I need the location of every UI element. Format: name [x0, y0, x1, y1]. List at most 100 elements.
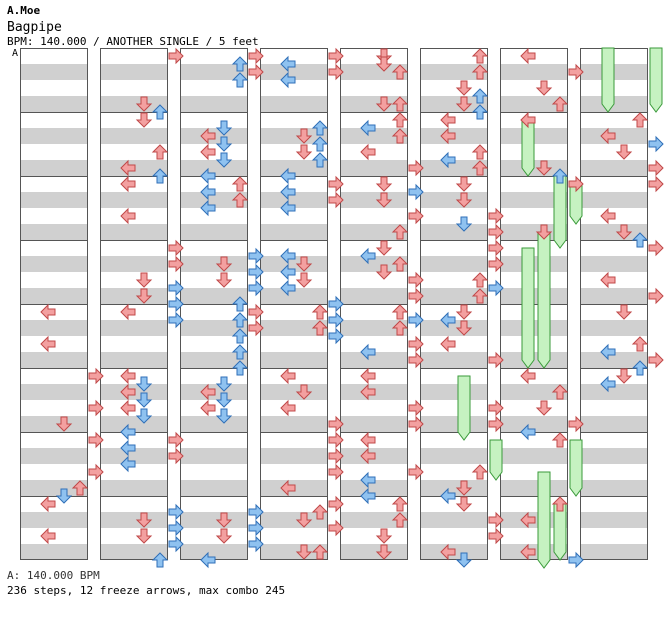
up-arrow [151, 104, 169, 120]
freeze-arrow [649, 47, 663, 113]
left-arrow [280, 55, 296, 73]
left-arrow [40, 303, 56, 321]
right-arrow [648, 175, 664, 193]
beat-stripe [340, 224, 408, 240]
left-arrow [200, 383, 216, 401]
down-arrow [375, 96, 393, 112]
beat-stripe [100, 64, 168, 80]
left-arrow [280, 183, 296, 201]
chart-column [20, 48, 88, 560]
right-arrow [328, 63, 344, 81]
left-arrow [280, 263, 296, 281]
beat-stripe [580, 192, 648, 208]
up-arrow [631, 336, 649, 352]
down-arrow [455, 192, 473, 208]
left-arrow [40, 527, 56, 545]
beat-stripe [20, 512, 88, 528]
right-arrow [408, 351, 424, 369]
beat-stripe [420, 352, 488, 368]
down-arrow [455, 176, 473, 192]
down-arrow [295, 384, 313, 400]
up-arrow [471, 104, 489, 120]
down-arrow [455, 320, 473, 336]
right-arrow [488, 279, 504, 297]
right-arrow [648, 159, 664, 177]
down-arrow [215, 408, 233, 424]
beat-stripe [180, 288, 248, 304]
beat-stripe [260, 320, 328, 336]
left-arrow [200, 183, 216, 201]
left-arrow [200, 551, 216, 569]
right-arrow [488, 223, 504, 241]
right-arrow [168, 447, 184, 465]
beat-stripe [100, 544, 168, 560]
right-arrow [408, 335, 424, 353]
up-arrow [231, 72, 249, 88]
right-arrow [408, 271, 424, 289]
beat-stripe [20, 256, 88, 272]
beat-stripe [20, 352, 88, 368]
down-arrow [535, 224, 553, 240]
up-arrow [311, 120, 329, 136]
right-arrow [408, 399, 424, 417]
left-arrow [120, 439, 136, 457]
up-arrow [551, 496, 569, 512]
right-arrow [88, 463, 104, 481]
right-arrow [568, 551, 584, 569]
song-artist: A.Moe [7, 4, 41, 17]
right-arrow [328, 463, 344, 481]
beat-stripe [100, 288, 168, 304]
up-arrow [231, 56, 249, 72]
up-arrow [151, 144, 169, 160]
left-arrow [600, 375, 616, 393]
up-arrow [471, 160, 489, 176]
right-arrow [328, 415, 344, 433]
right-arrow [328, 431, 344, 449]
down-arrow [135, 408, 153, 424]
beat-stripe [20, 128, 88, 144]
left-arrow [360, 119, 376, 137]
up-arrow [311, 320, 329, 336]
beat-stripe [500, 480, 568, 496]
beat-stripe [500, 96, 568, 112]
right-arrow [408, 311, 424, 329]
left-arrow [360, 471, 376, 489]
beat-stripe [20, 288, 88, 304]
left-arrow [360, 487, 376, 505]
freeze-arrow [489, 439, 503, 481]
right-arrow [248, 279, 264, 297]
down-arrow [215, 136, 233, 152]
up-arrow [71, 480, 89, 496]
left-arrow [120, 383, 136, 401]
left-arrow [360, 367, 376, 385]
beat-stripe [260, 160, 328, 176]
beat-stripe [580, 384, 648, 400]
freeze-arrow [553, 503, 567, 561]
bpm-marker-label: A [12, 48, 19, 59]
left-arrow [200, 399, 216, 417]
left-arrow [440, 543, 456, 561]
beat-stripe [20, 320, 88, 336]
right-arrow [168, 239, 184, 257]
left-arrow [440, 487, 456, 505]
beat-stripe [420, 192, 488, 208]
left-arrow [120, 159, 136, 177]
right-arrow [488, 511, 504, 529]
right-arrow [328, 327, 344, 345]
beat-stripe [100, 192, 168, 208]
right-arrow [408, 287, 424, 305]
left-arrow [120, 423, 136, 441]
beat-stripe [260, 256, 328, 272]
chart-column [340, 48, 408, 560]
beat-stripe [420, 384, 488, 400]
beat-stripe [180, 160, 248, 176]
up-arrow [391, 320, 409, 336]
freeze-arrow [537, 471, 551, 569]
up-arrow [471, 88, 489, 104]
right-arrow [648, 351, 664, 369]
left-arrow [520, 111, 536, 129]
left-arrow [120, 455, 136, 473]
down-arrow [215, 528, 233, 544]
up-arrow [391, 64, 409, 80]
right-arrow [168, 311, 184, 329]
